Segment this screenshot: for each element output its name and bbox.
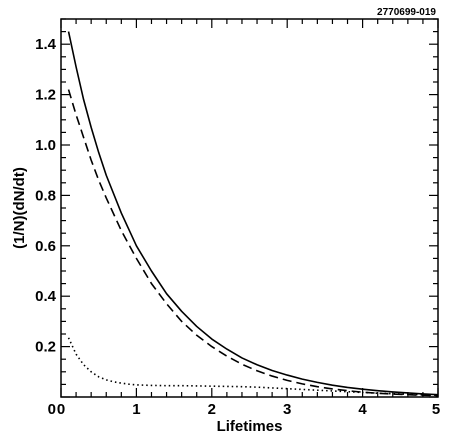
x-tick-label: 1 [132, 401, 140, 418]
series-line-solid [67, 31, 439, 396]
x-tick-label: 4 [358, 401, 367, 418]
x-tick-label: 2 [208, 401, 216, 418]
y-tick-label: 1.0 [35, 137, 56, 154]
y-tick-label: 0.6 [35, 238, 56, 255]
x-axis-label: Lifetimes [217, 418, 283, 435]
x-tick-label: 5 [432, 401, 440, 418]
series-layer [67, 31, 439, 397]
x-tick-label: 3 [283, 401, 291, 418]
y-tick-label: 1.2 [35, 87, 56, 104]
y-tick-label: 0.4 [35, 288, 57, 305]
series-line-dashed [67, 89, 439, 397]
figure-id: 2770699-019 [377, 7, 436, 18]
y-tick-label: 0.8 [35, 187, 56, 204]
plot-frame [60, 18, 439, 398]
y-tick-label: 1.4 [35, 36, 57, 53]
y-axis-label: (1/N)(dN/dt) [11, 167, 28, 249]
x-tick-label: 0 [57, 401, 65, 418]
origin-label: 0 [48, 401, 56, 418]
tick-marks [60, 18, 439, 398]
tick-labels: 0 1 2 3 4 5 0.2 0.4 0.6 0.8 1.0 1.2 1.4 0 [35, 36, 440, 418]
series-line-dotted [67, 337, 439, 397]
y-tick-label: 0.2 [35, 339, 56, 356]
